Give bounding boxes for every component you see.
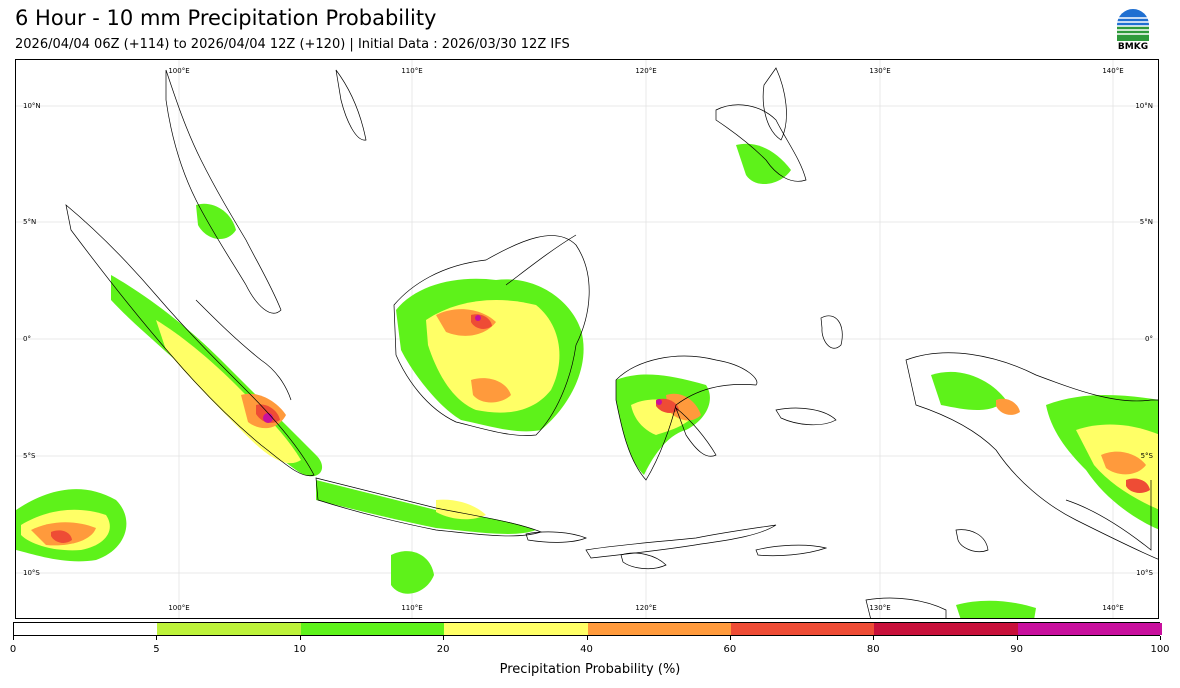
lat-label-right: 10°S [1136, 569, 1153, 577]
precipitation-map: 100°E 110°E 120°E 130°E 140°E 100°E 110°… [15, 59, 1159, 619]
colorbar-segment [300, 623, 445, 635]
colorbar-tick [586, 636, 588, 640]
colorbar-tick [156, 636, 158, 640]
colorbar-segment [157, 623, 302, 635]
lon-label-top: 120°E [635, 67, 656, 75]
colorbar-segment [444, 623, 588, 635]
map-canvas: 100°E 110°E 120°E 130°E 140°E 100°E 110°… [16, 60, 1158, 618]
coastlines [65, 67, 1158, 618]
colorbar-title: Precipitation Probability (%) [499, 662, 681, 677]
lat-label-left: 5°N [23, 218, 36, 226]
lon-label-bottom: 100°E [168, 604, 189, 612]
lat-label-right: 5°S [1141, 452, 1154, 460]
colorbar-tick-label: 80 [866, 644, 880, 655]
colorbar-segment [587, 623, 732, 635]
colorbar-tick-label: 40 [580, 644, 593, 655]
lon-label-top: 110°E [401, 67, 422, 75]
lon-label-bottom: 140°E [1102, 604, 1123, 612]
colorbar-tick [13, 636, 14, 640]
lat-label-left: 10°N [23, 102, 41, 110]
precip-orange-fields [31, 309, 1146, 546]
lat-label-left: 0° [23, 335, 31, 343]
lon-label-bottom: 120°E [635, 604, 656, 612]
lat-label-left: 10°S [23, 569, 40, 577]
colorbar-tick-label: 100 [1150, 644, 1170, 655]
colorbar-tick [1160, 636, 1161, 640]
map-subtitle: 2026/04/04 06Z (+114) to 2026/04/04 12Z … [15, 37, 570, 52]
colorbar-tick-label: 5 [153, 644, 160, 655]
lon-label-bottom: 110°E [401, 604, 422, 612]
lat-label-left: 5°S [23, 452, 36, 460]
lon-label-top: 100°E [168, 67, 189, 75]
colorbar-segment [730, 623, 875, 635]
colorbar-tick [443, 636, 445, 640]
precip-magenta-fields [263, 315, 662, 423]
lat-label-right: 10°N [1135, 102, 1153, 110]
colorbar [13, 622, 1162, 636]
lon-label-bottom: 130°E [869, 604, 890, 612]
colorbar-tick [729, 636, 731, 640]
colorbar-tick-label: 60 [723, 644, 737, 655]
colorbar-segment [14, 623, 158, 635]
bmkg-logo [1116, 9, 1150, 41]
colorbar-tick [299, 636, 301, 640]
colorbar-tick [873, 636, 875, 640]
colorbar-tick [1016, 636, 1018, 640]
map-title: 6 Hour - 10 mm Precipitation Probability [15, 6, 437, 30]
colorbar-tick-label: 20 [436, 644, 450, 655]
colorbar-tick-label: 90 [1010, 644, 1023, 655]
colorbar-tick-label: 10 [293, 644, 307, 655]
lon-label-top: 140°E [1102, 67, 1123, 75]
lon-label-top: 130°E [869, 67, 890, 75]
colorbar-tick-label: 0 [9, 644, 17, 655]
lat-label-right: 0° [1145, 335, 1153, 343]
lat-label-right: 5°N [1140, 218, 1153, 226]
colorbar-segment [874, 623, 1019, 635]
precip-red-fields [51, 314, 1150, 543]
logo-text: BMKG [1117, 42, 1149, 52]
colorbar-segment [1017, 623, 1162, 635]
graticule-labels: 100°E 110°E 120°E 130°E 140°E 100°E 110°… [23, 67, 1154, 612]
